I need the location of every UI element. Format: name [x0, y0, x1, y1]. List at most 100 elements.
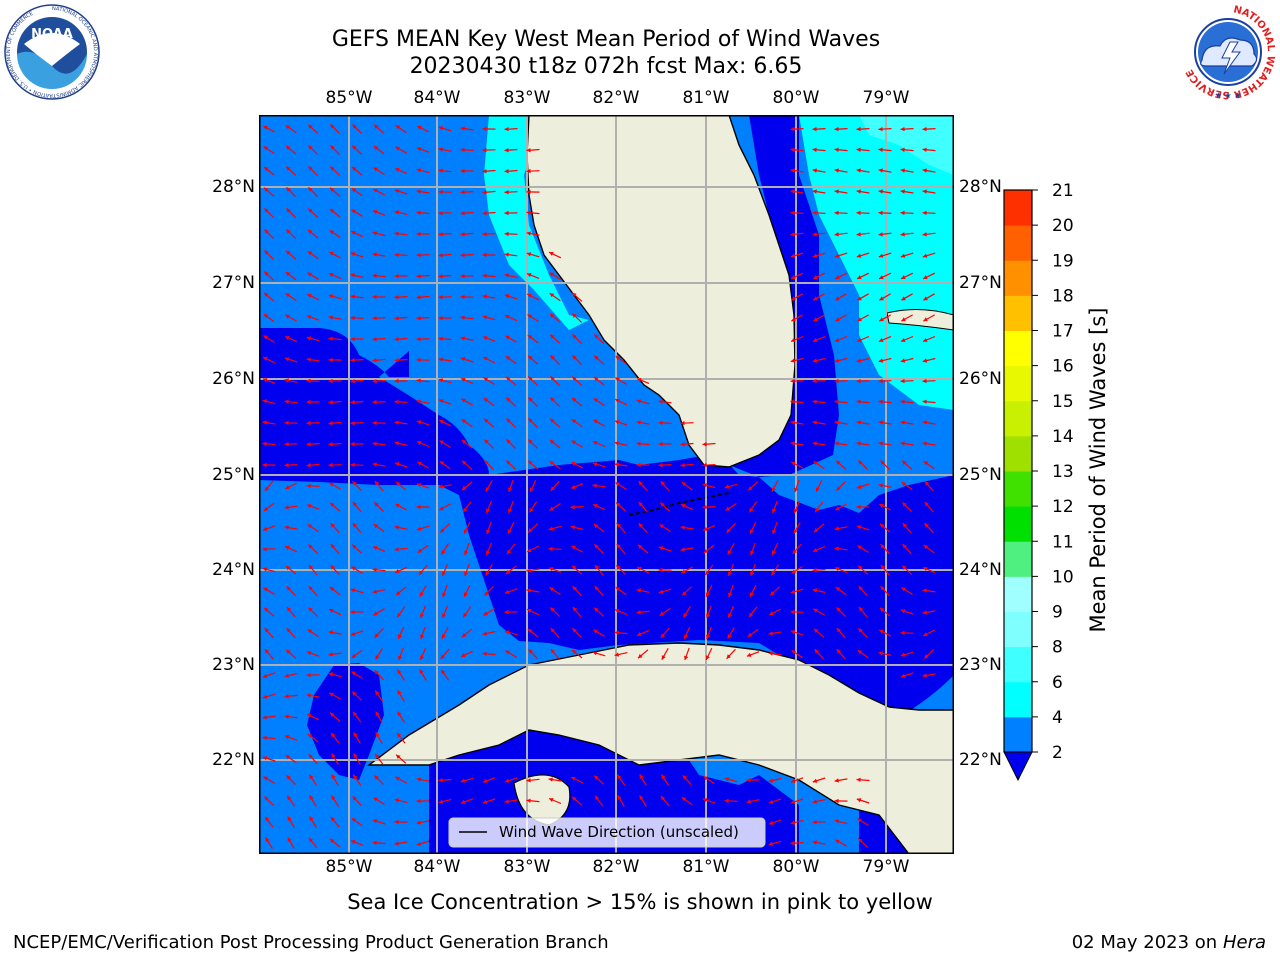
wind-wave-arrowhead: [592, 651, 598, 656]
wind-wave-arrowhead: [263, 335, 268, 340]
wind-wave-arrowhead: [350, 358, 355, 363]
wind-wave-arrowhead: [395, 776, 400, 781]
wind-wave-arrowhead: [372, 399, 377, 405]
wind-wave-arrowhead: [306, 672, 311, 678]
wind-wave-arrowhead: [835, 839, 840, 844]
wind-wave-arrowhead: [329, 608, 334, 613]
wind-wave-arrowhead: [659, 524, 665, 529]
wind-wave-arrowhead: [350, 588, 356, 593]
colorbar-segment: [1004, 190, 1032, 226]
wind-wave-arrowhead: [373, 611, 378, 616]
wind-wave-arrowhead: [351, 209, 356, 214]
wind-wave-arrowhead: [526, 189, 531, 195]
wind-wave-arrowhead: [460, 799, 466, 804]
colorbar-tick-label: 12: [1052, 497, 1074, 517]
wind-wave-arrowhead: [615, 398, 620, 403]
wind-wave-arrowhead: [506, 460, 511, 465]
wind-wave-arrowhead: [728, 571, 733, 576]
wind-wave-arrowhead: [351, 231, 356, 235]
wind-wave-arrowhead: [616, 544, 622, 549]
wind-wave-arrowhead: [550, 486, 555, 491]
wind-wave-arrowhead: [284, 378, 289, 383]
wind-wave-arrowhead: [395, 125, 401, 130]
wind-wave-arrowhead: [790, 399, 795, 404]
wind-wave-arrowhead: [308, 124, 313, 129]
wind-wave-arrowhead: [508, 508, 513, 514]
wind-wave-arrowhead: [482, 190, 487, 195]
wind-wave-arrowhead: [813, 317, 818, 322]
wind-wave-arrowhead: [330, 712, 335, 717]
wind-wave-arrowhead: [680, 525, 685, 530]
wind-wave-arrowhead: [328, 294, 334, 299]
wind-wave-arrowhead: [394, 231, 399, 236]
wind-wave-arrowhead: [526, 588, 531, 593]
wind-wave-arrowhead: [329, 273, 334, 278]
wind-wave-arrowhead: [768, 651, 773, 656]
wind-wave-arrowhead: [287, 837, 292, 842]
wind-wave-arrowhead: [571, 545, 576, 550]
wind-wave-arrowhead: [593, 398, 599, 403]
wind-wave-arrowhead: [463, 529, 468, 534]
wind-wave-arrowhead: [331, 732, 336, 738]
wind-wave-arrowhead: [375, 732, 380, 737]
colorbar-tick-label: 15: [1052, 392, 1074, 412]
wind-wave-arrowhead: [416, 316, 421, 321]
wind-wave-arrowhead: [372, 462, 377, 467]
wind-wave-arrowhead: [922, 253, 928, 258]
wind-wave-arrowhead: [439, 440, 444, 445]
wind-wave-arrowhead: [372, 231, 378, 236]
wind-wave-arrowhead: [374, 481, 380, 486]
wind-wave-arrowhead: [442, 592, 447, 598]
wind-wave-arrowhead: [416, 357, 421, 363]
wind-wave-arrows: [262, 123, 936, 849]
wind-wave-arrowhead: [636, 441, 641, 446]
wind-wave-arrowhead: [285, 125, 291, 130]
wind-wave-arrowhead: [527, 608, 532, 613]
wind-wave-arrowhead: [350, 462, 355, 468]
wind-wave-arrowhead: [262, 756, 268, 761]
wind-wave-arrowhead: [791, 275, 796, 280]
wind-wave-arrowhead: [528, 528, 533, 533]
wind-wave-arrowhead: [350, 609, 355, 615]
wind-wave-arrowhead: [527, 314, 533, 319]
lon-label-top: 82°W: [592, 88, 640, 108]
wind-wave-arrowhead: [858, 586, 863, 591]
colorbar-tick-label: 8: [1052, 638, 1063, 658]
noaa-text: NOAA: [31, 27, 73, 42]
land-cuba: [366, 642, 954, 854]
wind-wave-arrowhead: [395, 168, 400, 172]
wind-wave-arrowhead: [835, 317, 840, 322]
wind-wave-arrowhead: [526, 148, 531, 153]
wind-wave-arrowhead: [285, 272, 291, 277]
wind-wave-arrowhead: [397, 669, 402, 675]
wind-wave-arrowhead: [308, 145, 313, 150]
wind-wave-arrowhead: [856, 798, 862, 803]
wind-wave-arrowhead: [856, 777, 861, 782]
wind-wave-arrowhead: [438, 336, 443, 341]
wind-wave-arrowhead: [352, 481, 357, 486]
wind-wave-arrowhead: [702, 505, 707, 510]
wind-wave-arrowhead: [351, 653, 357, 658]
wind-wave-arrowhead: [570, 525, 576, 530]
wind-wave-arrowhead: [287, 816, 292, 821]
wind-wave-arrowhead: [309, 816, 314, 821]
wind-wave-arrowhead: [879, 629, 884, 634]
wind-wave-arrowhead: [462, 460, 467, 465]
wind-wave-arrowhead: [394, 819, 399, 825]
wind-wave-arrowhead: [772, 550, 776, 555]
wind-wave-arrowhead: [438, 274, 443, 279]
wind-wave-arrowhead: [923, 567, 928, 571]
svg-text:★ ★ ★: ★ ★ ★: [1215, 91, 1242, 100]
colorbar-tick-label: 20: [1052, 216, 1074, 236]
wind-wave-arrowhead: [309, 795, 314, 800]
wind-wave-arrowhead: [284, 694, 289, 699]
wind-wave-arrowhead: [900, 441, 905, 446]
wind-wave-arrowhead: [416, 420, 422, 425]
wind-wave-arrowhead: [548, 526, 554, 531]
wind-wave-arrowhead: [372, 294, 377, 300]
wind-wave-arrowhead: [922, 673, 927, 678]
wind-wave-arrowhead: [878, 210, 883, 216]
lon-label-bottom: 81°W: [682, 857, 730, 877]
colorbar: 2 4 6 8 9 10 11 12 13 14 15 16 17 18 19 20 21: [990, 180, 1110, 800]
wind-wave-arrowhead: [636, 399, 642, 404]
